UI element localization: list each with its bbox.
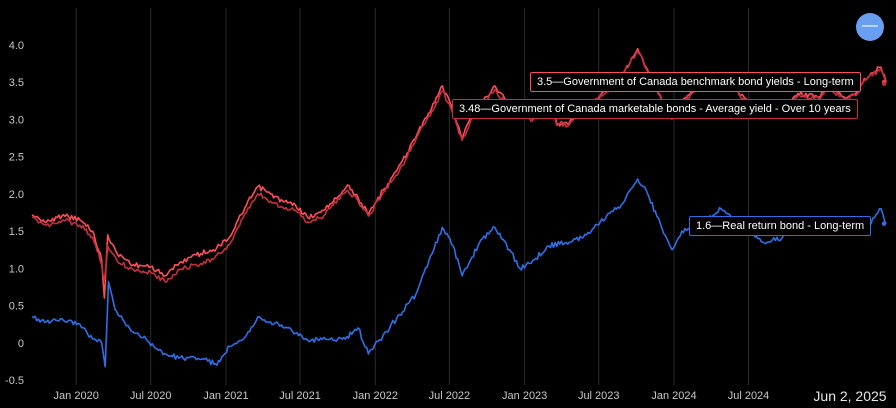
y-tick-label: 2.0 xyxy=(9,189,24,201)
y-tick-label: 1.5 xyxy=(9,226,24,238)
y-tick-label: 0.5 xyxy=(9,301,24,313)
x-tick-label: Jul 2024 xyxy=(728,390,770,402)
series-endpoint-2 xyxy=(881,221,887,226)
series-line-1 xyxy=(31,50,887,283)
y-tick-label: 2.5 xyxy=(9,152,24,164)
x-tick-label: Jan 2022 xyxy=(353,390,398,402)
x-tick-label: Jul 2022 xyxy=(429,390,471,402)
y-tick-label: 3.5 xyxy=(9,77,24,89)
series-lines xyxy=(31,47,887,368)
cursor-date-readout: Jun 2, 2025 xyxy=(804,384,896,408)
x-tick-label: Jan 2020 xyxy=(54,390,99,402)
y-tick-label: -0.5 xyxy=(5,375,24,387)
y-axis-ticks: 4.0 3.5 3.0 2.5 2.0 1.5 1.0 0.5 0 -0.5 xyxy=(5,40,24,387)
x-tick-label: Jul 2021 xyxy=(279,390,321,402)
series-endpoint-1 xyxy=(881,81,887,86)
y-tick-label: 3.0 xyxy=(9,114,24,126)
y-tick-label: 1.0 xyxy=(9,263,24,275)
x-axis-ticks: Jan 2020 Jul 2020 Jan 2021 Jul 2021 Jan 2022… xyxy=(54,390,770,402)
callout-real-return-bond: 1.6—Real return bond - Long-term xyxy=(689,216,872,236)
gridlines xyxy=(75,8,750,385)
zoom-out-button[interactable]: — xyxy=(856,13,884,41)
minus-icon: — xyxy=(862,17,878,34)
x-tick-label: Jan 2024 xyxy=(651,390,696,402)
x-tick-label: Jan 2021 xyxy=(203,390,248,402)
y-tick-label: 0 xyxy=(18,338,24,350)
callout-marketable-over-10-years: 3.48—Government of Canada marketable bon… xyxy=(452,99,858,119)
y-tick-label: 4.0 xyxy=(9,40,24,52)
x-tick-label: Jul 2020 xyxy=(130,390,172,402)
series-line-0 xyxy=(31,47,887,299)
x-tick-label: Jul 2023 xyxy=(578,390,620,402)
x-tick-label: Jan 2023 xyxy=(502,390,547,402)
callout-benchmark-long-term: 3.5—Government of Canada benchmark bond … xyxy=(530,72,861,92)
series-endpoints xyxy=(881,80,887,226)
